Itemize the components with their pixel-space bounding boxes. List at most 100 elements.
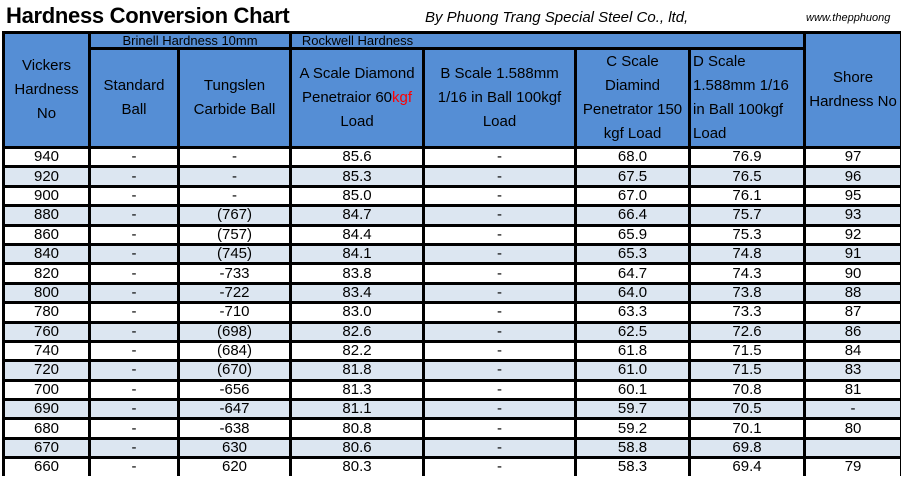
table-row: 820- -733 83.8-64.7 74.3 90 [2, 262, 901, 284]
cell-vickers: 740 [2, 339, 91, 361]
table-row: 920- -85.3-67.5 76.5 96 [2, 165, 901, 187]
cell-c-scale: 60.1 [574, 378, 692, 400]
cell-vickers: 820 [2, 262, 91, 284]
chart-title: Hardness Conversion Chart [6, 3, 290, 28]
cell-d-scale: 75.3 [688, 223, 807, 245]
cell-a-scale: 81.1 [289, 398, 426, 419]
cell-a-scale: 83.8 [289, 262, 426, 284]
table-row: 680- -638 80.8-59.2 70.1 80 [2, 417, 901, 439]
cell-c-scale: 66.4 [574, 204, 692, 226]
cell-shore: 86 [803, 320, 901, 342]
cell-tungsten-carbide: (757) [176, 223, 293, 245]
cell-vickers: 880 [2, 204, 91, 226]
cell-b-scale: - [422, 184, 578, 206]
cell-standard-ball: - [88, 436, 180, 458]
cell-b-scale: - [422, 320, 578, 342]
cell-tungsten-carbide: - [176, 145, 293, 167]
cell-standard-ball: - [88, 262, 180, 284]
cell-b-scale: - [422, 301, 578, 323]
table-row: 740- (684) 82.2-61.8 71.5 84 [2, 339, 901, 361]
cell-standard-ball: - [88, 378, 180, 400]
cell-b-scale: - [422, 242, 578, 264]
cell-vickers: 840 [2, 242, 91, 264]
cell-standard-ball: - [88, 204, 180, 226]
table-row: 880- (767) 84.7-66.4 75.7 93 [2, 204, 901, 226]
table-row: 700- -656 81.3-60.1 70.8 81 [2, 378, 901, 400]
cell-a-scale: 81.8 [289, 359, 426, 381]
header-vickers: Vickers Hardness No [2, 31, 91, 149]
cell-tungsten-carbide: (670) [176, 359, 293, 381]
cell-c-scale: 62.5 [574, 320, 692, 342]
cell-vickers: 690 [2, 398, 91, 419]
header-standard-ball: Standard Ball [88, 47, 180, 149]
cell-b-scale: - [422, 223, 578, 245]
rockwell-group-label: Rockwell Hardness [301, 33, 414, 48]
cell-tungsten-carbide: (684) [176, 339, 293, 361]
cell-d-scale: 71.5 [688, 339, 807, 361]
cell-shore: 93 [803, 204, 901, 226]
cell-c-scale: 64.0 [574, 281, 692, 303]
cell-d-scale: 70.1 [688, 417, 807, 439]
cell-b-scale: - [422, 398, 578, 419]
cell-shore: 90 [803, 262, 901, 284]
cell-standard-ball: - [88, 145, 180, 167]
cell-vickers: 720 [2, 359, 91, 381]
cell-a-scale: 82.6 [289, 320, 426, 342]
cell-a-scale: 81.3 [289, 378, 426, 400]
cell-standard-ball: - [88, 184, 180, 206]
header-a-scale: A Scale Diamond Penetraior 60kgf Load [289, 47, 426, 149]
a-scale-load: Load [340, 113, 374, 130]
cell-shore: 97 [803, 145, 901, 167]
header-c-scale: C Scale Diamind Penetrator 150 kgf Load [574, 47, 692, 149]
cell-b-scale: - [422, 359, 578, 381]
cell-c-scale: 58.8 [574, 436, 692, 458]
cell-vickers: 680 [2, 417, 91, 439]
cell-vickers: 780 [2, 301, 91, 323]
cell-c-scale: 67.5 [574, 165, 692, 187]
website-text: www.thepphuong [806, 12, 891, 24]
table-row: 780- -710 83.0-63.3 73.3 87 [2, 301, 901, 323]
cell-tungsten-carbide: 630 [176, 436, 293, 458]
cell-b-scale: - [422, 339, 578, 361]
cell-shore: 80 [803, 417, 901, 439]
table-row: 660-620 80.3-58.3 69.4 79 [2, 456, 901, 476]
cell-vickers: 670 [2, 436, 91, 458]
cell-d-scale: 75.7 [688, 204, 807, 226]
table-row: 900- -85.0-67.0 76.1 95 [2, 184, 901, 206]
header-b-scale: B Scale 1.588mm 1/16 in Ball 100kgf Load [422, 47, 578, 149]
cell-vickers: 900 [2, 184, 91, 206]
cell-shore: 83 [803, 359, 901, 381]
cell-tungsten-carbide: -656 [176, 378, 293, 400]
cell-vickers: 940 [2, 145, 91, 167]
cell-c-scale: 64.7 [574, 262, 692, 284]
table-row: 760- (698) 82.6-62.5 72.6 86 [2, 320, 901, 342]
table-row: 800- -722 83.4-64.0 73.8 88 [2, 281, 901, 303]
cell-b-scale: - [422, 456, 578, 476]
cell-a-scale: 82.2 [289, 339, 426, 361]
cell-c-scale: 59.7 [574, 398, 692, 419]
cell-standard-ball: - [88, 417, 180, 439]
cell-standard-ball: - [88, 242, 180, 264]
cell-tungsten-carbide: 620 [176, 456, 293, 476]
a-scale-text: A Scale Diamond Penetraior 60 [299, 65, 415, 106]
cell-c-scale: 65.9 [574, 223, 692, 245]
table-row: 860- (757) 84.4-65.9 75.3 92 [2, 223, 901, 245]
cell-shore: 95 [803, 184, 901, 206]
cell-a-scale: 85.6 [289, 145, 426, 167]
cell-a-scale: 84.1 [289, 242, 426, 264]
table-row: 690- -647 81.1-59.7 70.5- [2, 398, 901, 419]
cell-tungsten-carbide: -638 [176, 417, 293, 439]
cell-a-scale: 84.4 [289, 223, 426, 245]
cell-b-scale: - [422, 436, 578, 458]
company-byline: By Phuong Trang Special Steel Co., ltd, [425, 9, 689, 26]
table-row: 670-630 80.6-58.8 69.8 [2, 436, 901, 458]
cell-b-scale: - [422, 145, 578, 167]
cell-c-scale: 61.8 [574, 339, 692, 361]
cell-vickers: 700 [2, 378, 91, 400]
cell-d-scale: 69.4 [688, 456, 807, 476]
cell-a-scale: 80.6 [289, 436, 426, 458]
header-brinell-group: Brinell Hardness 10mm [87, 31, 293, 50]
cell-standard-ball: - [88, 301, 180, 323]
cell-a-scale: 85.0 [289, 184, 426, 206]
cell-tungsten-carbide: -733 [176, 262, 293, 284]
